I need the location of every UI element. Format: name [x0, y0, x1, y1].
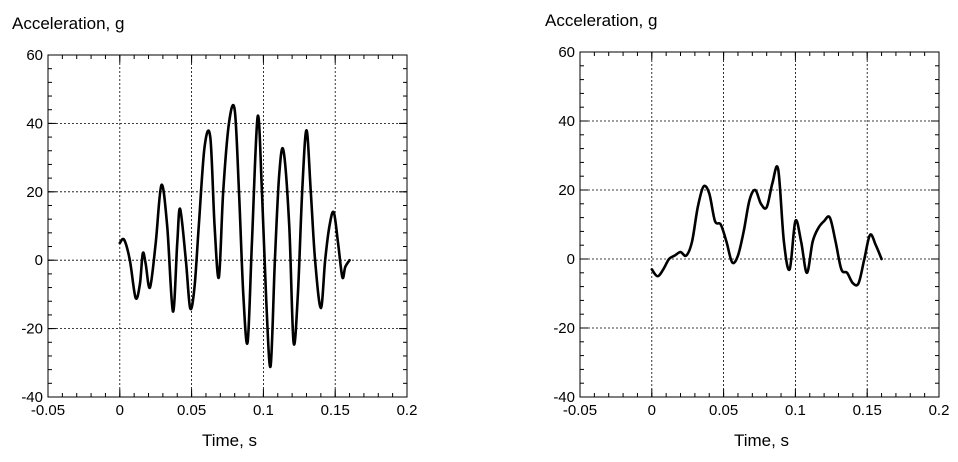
x-tick-label: 0.1: [253, 402, 274, 419]
y-tick-label: -40: [553, 389, 575, 406]
series-line-1: [118, 103, 351, 369]
y-tick-label: -40: [21, 389, 43, 406]
x-tick-label: 0.15: [321, 402, 350, 419]
x-axis-title: Time, s: [202, 431, 257, 450]
y-tick-label: 0: [567, 251, 575, 268]
y-tick-label: -20: [21, 321, 43, 338]
y-tick-label: 40: [26, 115, 43, 132]
x-tick-label: 0.2: [929, 402, 950, 419]
x-tick-label: -0.05: [31, 402, 65, 419]
series-line-1: [650, 165, 883, 287]
y-tick-label: 20: [558, 182, 575, 199]
y-tick-label: 60: [26, 47, 43, 64]
y-tick-label: 0: [35, 252, 43, 269]
x-axis-title: Time, s: [734, 431, 789, 450]
plot-frame: [47, 54, 408, 398]
y-tick-label: 60: [558, 44, 575, 61]
x-tick-label: 0.05: [709, 402, 738, 419]
x-tick-label: 0.05: [177, 402, 206, 419]
x-tick-label: 0.2: [397, 402, 418, 419]
y-tick-label: 40: [558, 113, 575, 130]
plot-frame: [579, 51, 940, 398]
x-tick-label: -0.05: [563, 402, 597, 419]
x-tick-label: 0: [116, 402, 124, 419]
chart-left: -0.05 0 0.05 0.1 0.15 0.2 -40 -20 0 20 40 60 Acceler…: [12, 14, 417, 450]
x-tick-label: 0.1: [785, 402, 806, 419]
x-tick-label: 0.15: [853, 402, 882, 419]
y-tick-label: 20: [26, 184, 43, 201]
y-axis-title: Acceleration, g: [12, 14, 124, 33]
chart-right: -0.05 0 0.05 0.1 0.15 0.2 -40 -20 0 20 40 60 Acceler…: [545, 11, 949, 450]
y-axis-title: Acceleration, g: [545, 11, 657, 30]
x-tick-label: 0: [648, 402, 656, 419]
y-tick-label: -20: [553, 320, 575, 337]
